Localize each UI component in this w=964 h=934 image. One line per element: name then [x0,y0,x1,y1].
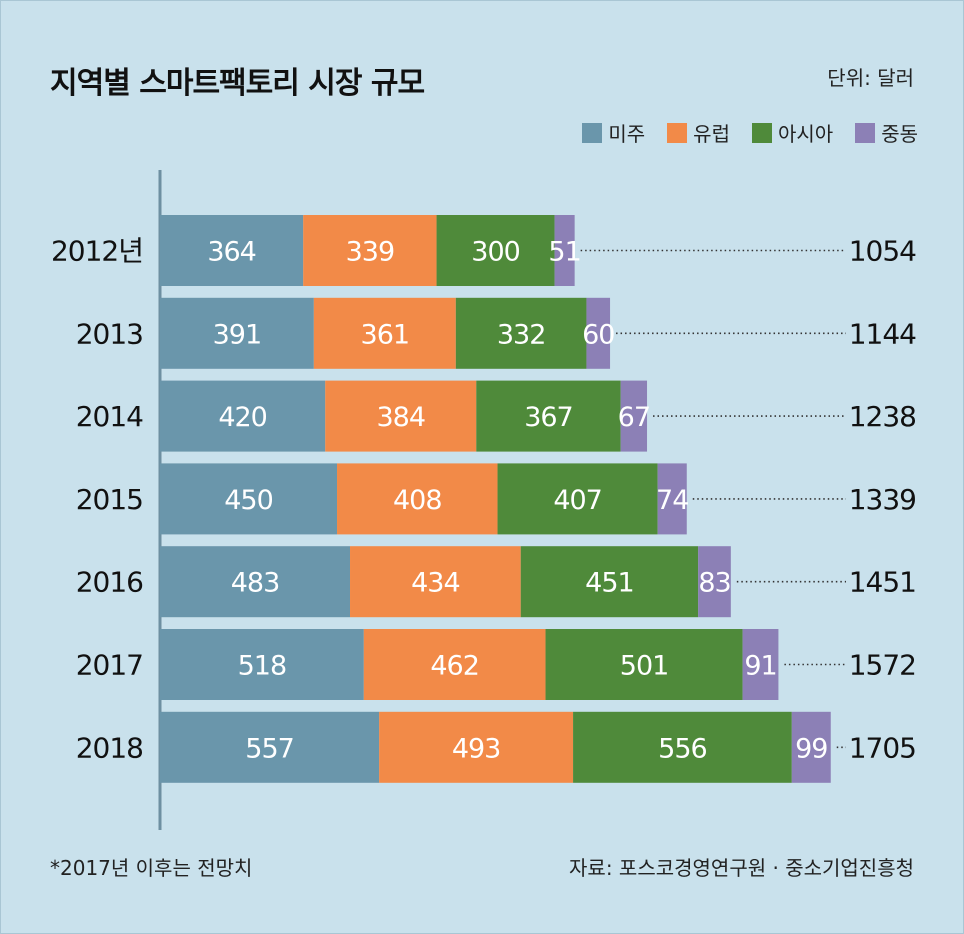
bar-segment-asia [476,380,621,452]
legend-swatch-middle-east [855,122,876,143]
data-label-asia: 556 [658,733,707,764]
total-label: 1451 [849,566,916,599]
legend-swatch-europe [667,122,688,143]
bar-segment-asia [455,297,587,369]
legend-label-europe: 유럽 [693,122,730,146]
total-label: 1339 [849,483,916,516]
category-label: 2016 [76,566,143,599]
data-label-middle-east: 67 [618,402,650,433]
data-label-asia: 407 [553,485,602,516]
bar-segment-europe [313,297,456,369]
legend-swatch-asia [751,122,772,143]
data-label-asia: 367 [524,402,573,433]
category-label: 2012년 [51,235,143,268]
legend-label-asia: 아시아 [777,122,834,146]
category-label: 2014 [76,400,143,433]
bar-segment-americas [160,546,351,618]
total-label: 1705 [849,731,916,764]
bar-segment-middle-east [620,380,648,452]
legend-item-europe: 유럽 [667,118,730,147]
legend-swatch-americas [582,122,603,143]
bar-segment-americas [160,297,314,369]
total-label: 1572 [849,649,916,682]
legend-item-asia: 아시아 [751,118,834,147]
data-label-asia: 300 [471,237,520,268]
data-label-americas: 483 [231,568,280,599]
bar-segment-europe [379,711,574,783]
data-label-americas: 518 [238,651,287,682]
category-label: 2018 [76,731,143,764]
bar-segment-middle-east [742,629,779,700]
category-label: 2015 [76,483,143,516]
bar-segment-middle-east [586,297,611,369]
legend: 미주 유럽 아시아 중동 [582,118,918,147]
total-label: 1054 [849,235,916,268]
bar-segment-asia [520,546,699,618]
bar-segment-middle-east [698,546,731,618]
total-label: 1238 [849,400,916,433]
data-label-middle-east: 83 [698,568,730,599]
data-label-europe: 462 [430,651,479,682]
data-label-europe: 339 [346,237,395,268]
total-label: 1144 [849,317,916,350]
bar-segment-americas [160,380,326,452]
data-label-americas: 557 [245,733,294,764]
bar-segment-europe [350,546,521,618]
data-label-middle-east: 91 [744,651,776,682]
bar-segment-middle-east [657,463,687,535]
data-label-europe: 493 [452,733,501,764]
bar-segment-americas [160,215,304,286]
data-label-americas: 450 [224,485,273,516]
data-label-europe: 384 [376,402,425,433]
bar-segment-americas [160,629,364,700]
bar-segment-asia [573,711,792,783]
data-label-americas: 364 [207,237,256,268]
legend-item-middle-east: 중동 [855,118,918,147]
data-label-asia: 451 [585,568,634,599]
data-label-europe: 434 [411,568,460,599]
data-label-middle-east: 60 [582,319,614,350]
category-label: 2013 [76,317,143,350]
bar-segment-europe [337,463,498,535]
category-label: 2017 [76,649,143,682]
bar-segment-europe [303,215,437,286]
bar-segment-americas [160,463,338,535]
bar-segment-europe [363,629,546,700]
data-label-americas: 391 [213,319,262,350]
source-note: 자료: 포스코경영연구원 · 중소기업진흥청 [569,856,914,880]
bar-segment-asia [497,463,658,535]
bar-segment-americas [160,711,380,783]
data-label-asia: 501 [620,651,669,682]
forecast-footnote: *2017년 이후는 전망치 [50,856,253,880]
unit-label: 단위: 달러 [827,66,914,90]
bar-segment-asia [545,629,743,700]
bar-segment-middle-east [791,711,831,783]
data-label-europe: 408 [393,485,442,516]
chart-title: 지역별 스마트팩토리 시장 규모 [50,66,425,101]
data-label-middle-east: 99 [795,733,827,764]
data-label-americas: 420 [218,402,267,433]
bar-segment-middle-east [554,215,575,286]
data-label-middle-east: 51 [548,237,580,268]
data-label-europe: 361 [361,319,410,350]
data-label-asia: 332 [497,319,546,350]
bar-segment-europe [325,380,477,452]
bar-segment-asia [436,215,555,286]
data-label-middle-east: 74 [656,485,688,516]
legend-item-americas: 미주 [582,118,645,147]
legend-label-middle-east: 중동 [881,122,918,146]
legend-label-americas: 미주 [608,122,646,146]
